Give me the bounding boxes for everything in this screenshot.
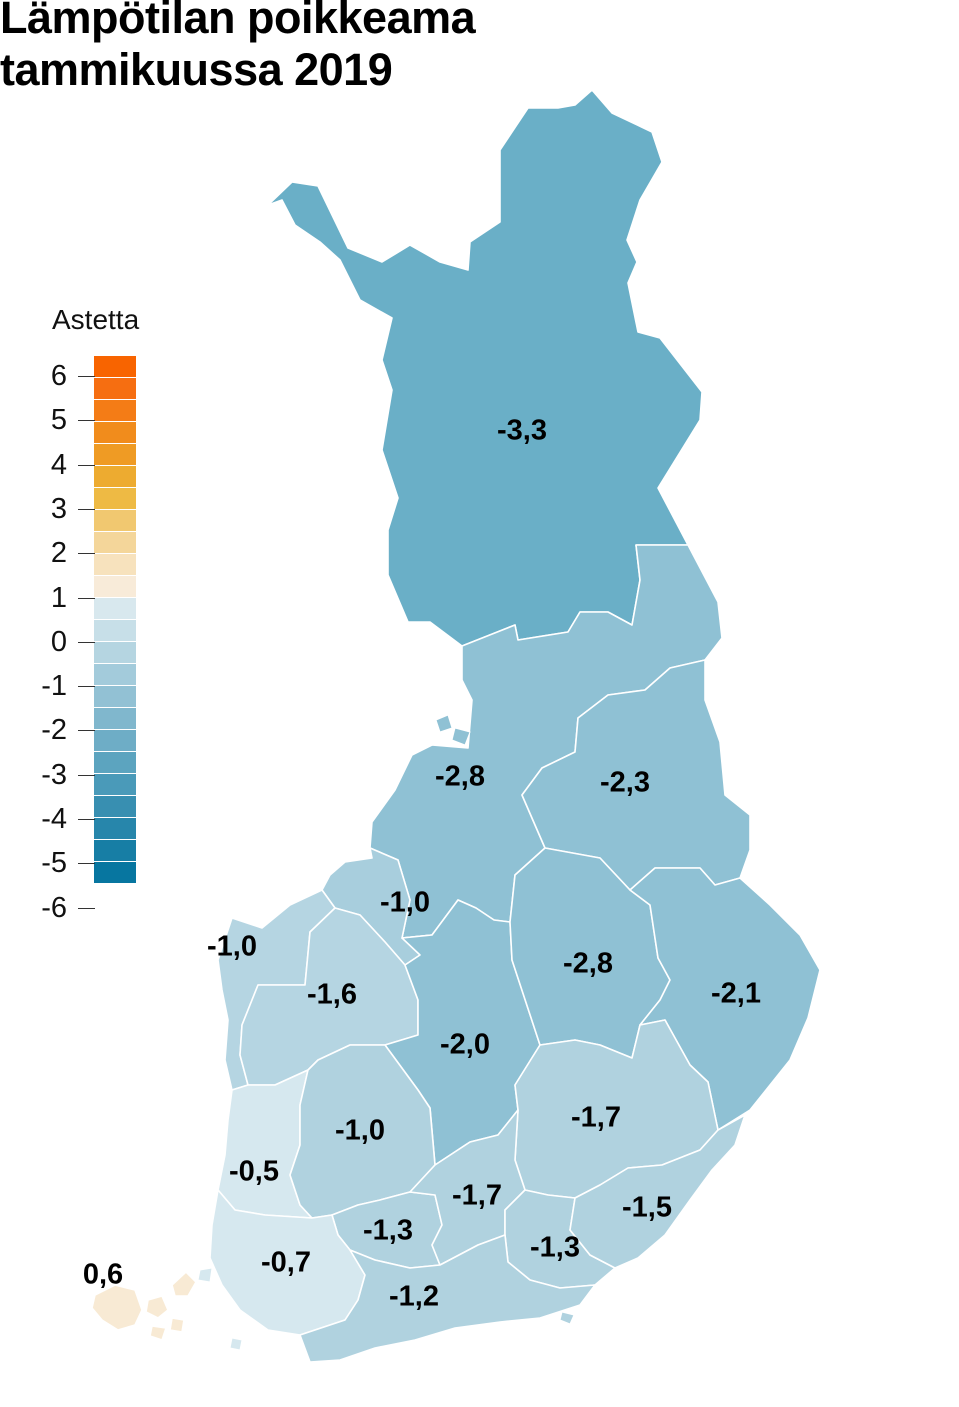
legend-color-step — [94, 620, 136, 642]
legend-tick-line — [78, 553, 95, 555]
legend-tick: 1 — [0, 583, 95, 613]
legend-tick-label: -1 — [41, 670, 67, 703]
label-etela-karjala: -1,5 — [622, 1192, 672, 1224]
legend-color-step — [94, 510, 136, 532]
legend-color-step — [94, 686, 136, 708]
label-etela-savo: -1,7 — [571, 1102, 621, 1134]
legend-color-step — [94, 554, 136, 576]
label-kanta-hame: -1,3 — [363, 1215, 413, 1247]
legend-tick-line — [78, 819, 95, 820]
legend-tick: -5 — [0, 848, 95, 878]
legend-color-step — [94, 818, 136, 840]
legend-tick-label: 5 — [50, 404, 67, 437]
label-pohjois-savo: -2,8 — [563, 948, 613, 980]
label-keski-suomi: -2,0 — [440, 1029, 490, 1061]
legend-tick-line — [78, 863, 95, 865]
legend-tick-label: 1 — [50, 581, 67, 614]
legend-color-step — [94, 862, 136, 884]
label-pohjois-karjala: -2,1 — [711, 978, 761, 1010]
legend-tick-line — [78, 376, 95, 377]
legend-color-step — [94, 422, 136, 444]
legend-tick-line — [78, 597, 95, 599]
legend-color-step — [94, 796, 136, 818]
legend-color-scale — [94, 356, 136, 884]
legend-tick-line — [78, 508, 95, 510]
coastal-islands — [197, 714, 575, 1351]
legend-color-step — [94, 642, 136, 664]
legend-tick-label: -4 — [41, 803, 67, 835]
legend-tick-line — [78, 464, 95, 466]
label-kainuu: -2,3 — [600, 767, 650, 799]
legend-color-step — [94, 466, 136, 488]
legend-tick-label: 3 — [50, 492, 67, 525]
label-ahvenanmaa: 0,6 — [83, 1259, 123, 1291]
label-paijat-hame: -1,7 — [452, 1180, 502, 1212]
legend-tick-label: 6 — [50, 360, 67, 392]
legend-tick-line — [78, 907, 95, 909]
label-kymenlaakso: -1,3 — [530, 1232, 580, 1264]
label-lappi: -3,3 — [497, 415, 547, 447]
label-keski-pohjanmaa: -1,0 — [380, 887, 430, 919]
legend-tick-line — [78, 420, 95, 422]
legend-tick: 0 — [0, 627, 95, 657]
legend-tick-label: 4 — [50, 448, 67, 481]
legend-color-step — [94, 752, 136, 774]
title-line-1: Lämpötilan poikkeama — [0, 0, 476, 43]
legend-tick-line — [78, 641, 95, 643]
region-ahvenanmaa[interactable] — [91, 1271, 197, 1341]
region-etela-karjala[interactable] — [569, 1114, 746, 1269]
legend-color-step — [94, 774, 136, 796]
title-line-2: tammikuussa 2019 — [0, 44, 393, 95]
label-varsinais-suomi: -0,7 — [261, 1247, 311, 1279]
region-value-labels: -3,3 -2,8 -2,3 -1,0 -1,0 -1,6 -2,0 -2,8 … — [83, 415, 761, 1313]
legend-tick-label: 0 — [50, 625, 67, 658]
legend-tick-line — [78, 730, 95, 732]
label-satakunta: -0,5 — [229, 1156, 279, 1188]
map-title: Lämpötilan poikkeama tammikuussa 2019 — [0, 0, 476, 96]
legend-tick: 5 — [0, 405, 95, 435]
legend-color-step — [94, 664, 136, 686]
legend-tick: 6 — [0, 361, 95, 391]
legend-tick: 2 — [0, 538, 95, 568]
legend-tick: 4 — [0, 450, 95, 480]
legend-tick: -1 — [0, 671, 95, 701]
label-uusimaa: -1,2 — [389, 1281, 439, 1313]
legend-tick-label: -2 — [41, 714, 67, 747]
legend-tick-line — [78, 686, 95, 688]
legend-tick: -2 — [0, 715, 95, 745]
legend-tick: -3 — [0, 760, 95, 790]
legend-color-step — [94, 598, 136, 620]
legend-color-step — [94, 400, 136, 422]
legend-color-step — [94, 488, 136, 510]
legend-color-step — [94, 576, 136, 598]
legend-tick-label: 2 — [50, 537, 67, 570]
region-uusimaa[interactable] — [299, 1234, 596, 1363]
legend-color-step — [94, 356, 136, 378]
label-pohjanmaa: -1,0 — [207, 931, 257, 963]
legend-color-step — [94, 444, 136, 466]
legend-color-step — [94, 532, 136, 554]
legend-title: Astetta — [52, 304, 140, 335]
label-etela-pohjanmaa: -1,6 — [307, 979, 357, 1011]
legend-color-step — [94, 730, 136, 752]
region-lappi[interactable] — [267, 89, 703, 647]
label-pirkanmaa: -1,0 — [335, 1115, 385, 1147]
legend-color-step — [94, 378, 136, 400]
region-pohjois-karjala[interactable] — [629, 867, 821, 1131]
legend-tick: 3 — [0, 494, 95, 524]
legend-tick: -4 — [0, 804, 95, 834]
legend-tick-line — [78, 774, 95, 776]
legend-color-step — [94, 708, 136, 730]
legend-color-step — [94, 840, 136, 862]
label-pohjois-pohjanmaa: -2,8 — [435, 761, 485, 793]
legend-tick-label: -3 — [41, 758, 67, 791]
legend-tick-label: -6 — [41, 891, 67, 924]
legend-tick: -6 — [0, 893, 95, 923]
legend-tick-label: -5 — [41, 847, 67, 880]
